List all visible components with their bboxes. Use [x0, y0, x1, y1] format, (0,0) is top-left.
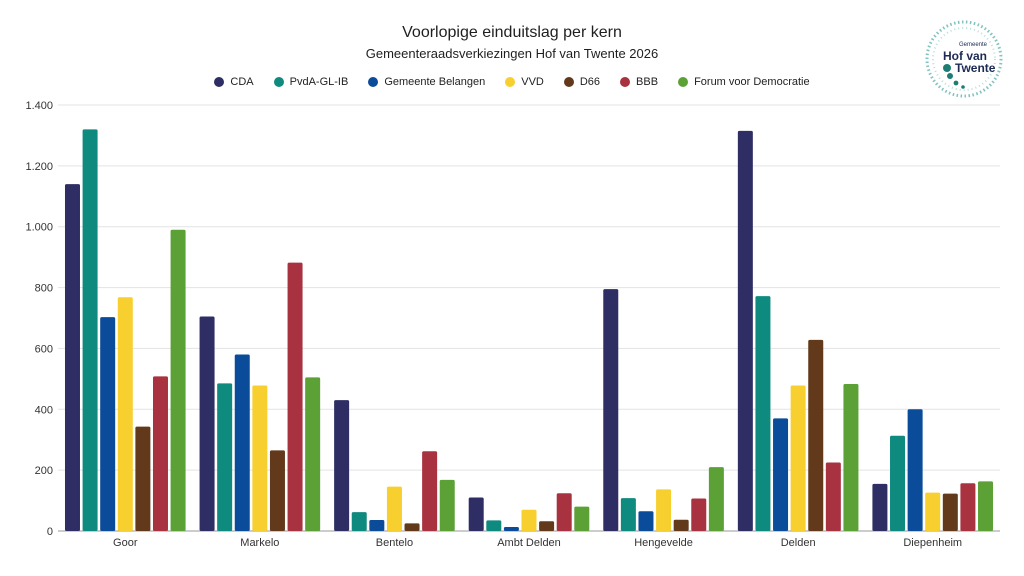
y-tick-label: 200: [35, 465, 53, 477]
bar: [269, 450, 285, 531]
legend-item: Gemeente Belangen: [368, 76, 485, 88]
y-tick-label: 1.200: [25, 161, 53, 173]
bar: [334, 400, 350, 531]
x-tick-label: Hengevelde: [634, 537, 693, 549]
chart-subtitle: Gemeenteraadsverkiezingen Hof van Twente…: [365, 46, 659, 61]
bar: [468, 497, 484, 531]
legend-label: Forum voor Democratie: [694, 76, 810, 88]
legend-swatch: [505, 77, 516, 87]
legend-item: BBB: [620, 76, 658, 88]
bar: [673, 519, 689, 531]
bar: [691, 498, 707, 531]
y-tick-label: 600: [35, 343, 53, 355]
bar: [539, 521, 555, 531]
hof-van-twente-logo: Gemeente Hof van Twente: [923, 18, 1005, 100]
y-tick-label: 400: [35, 404, 53, 416]
bar: [252, 385, 268, 531]
bar: [64, 184, 80, 531]
legend-swatch: [273, 77, 284, 87]
bar: [942, 493, 958, 531]
x-tick-label: Goor: [113, 537, 138, 549]
y-tick-label: 800: [35, 283, 53, 295]
bar: [386, 486, 402, 531]
legend-label: VVD: [521, 76, 544, 88]
logo-ring-icon: [925, 20, 1003, 98]
logo-small-text: Gemeente: [959, 42, 988, 48]
bar: [790, 385, 806, 531]
bar: [199, 316, 215, 531]
bar: [439, 479, 455, 531]
legend-label: PvdA-GL-IB: [289, 76, 349, 88]
bar: [638, 511, 654, 531]
bar: [755, 296, 771, 531]
bar: [287, 262, 303, 531]
legend-label: BBB: [636, 76, 659, 88]
bar: [872, 483, 888, 531]
bar: [404, 523, 420, 531]
legend-item: PvdA-GL-IB: [273, 76, 349, 88]
legend-label: D66: [579, 76, 601, 88]
bar: [82, 129, 98, 532]
bar: [486, 520, 502, 531]
x-tick-label: Markelo: [240, 537, 279, 549]
bar: [907, 409, 923, 531]
legend-item: Forum voor Democratie: [678, 76, 810, 88]
bar: [521, 509, 537, 531]
bar: [978, 481, 994, 531]
bar: [305, 377, 321, 531]
bar: [574, 506, 590, 531]
y-tick-label: 1.400: [25, 100, 53, 112]
bar: [737, 130, 753, 531]
bar: [556, 493, 572, 531]
y-tick-label: 1.000: [25, 222, 53, 234]
legend-swatch: [563, 77, 574, 87]
legend-label: CDA: [230, 76, 254, 88]
legend-item: CDA: [214, 76, 254, 88]
bar: [773, 418, 789, 531]
legend-swatch: [620, 77, 631, 87]
bar: [925, 492, 941, 531]
chart-title: Voorlopige einduitslag per kern: [402, 24, 622, 41]
y-tick-label: 0: [47, 526, 53, 538]
legend-swatch: [678, 77, 689, 87]
logo-line1: Hof van: [943, 49, 988, 63]
bar: [890, 435, 906, 531]
bar: [620, 498, 636, 531]
legend-label: Gemeente Belangen: [384, 76, 486, 88]
x-tick-label: Diepenheim: [903, 537, 962, 549]
bar: [170, 229, 186, 531]
bar: [708, 467, 724, 531]
bar: [135, 426, 151, 531]
bar: [217, 383, 233, 531]
bar: [808, 339, 824, 531]
legend: CDA PvdA-GL-IB Gemeente Belangen VVD D66 BBB F…: [0, 76, 1024, 88]
bar: [234, 354, 250, 531]
x-tick-label: Ambt Delden: [497, 537, 561, 549]
legend-item: VVD: [505, 76, 544, 88]
bar: [843, 384, 859, 531]
legend-swatch: [368, 77, 379, 87]
bar: [825, 462, 841, 531]
legend-item: D66: [563, 76, 601, 88]
legend-swatch: [214, 77, 225, 87]
logo-line2: Twente: [955, 61, 996, 75]
x-tick-label: Delden: [781, 537, 816, 549]
bar: [422, 451, 438, 531]
bar: [503, 527, 519, 531]
bar: [960, 483, 976, 531]
x-tick-label: Bentelo: [376, 537, 413, 549]
bar: [351, 512, 367, 531]
bar: [117, 297, 133, 531]
bar: [603, 289, 619, 531]
bar: [656, 489, 672, 531]
bar: [100, 317, 116, 531]
bar: [152, 376, 168, 531]
bar: [369, 520, 385, 531]
